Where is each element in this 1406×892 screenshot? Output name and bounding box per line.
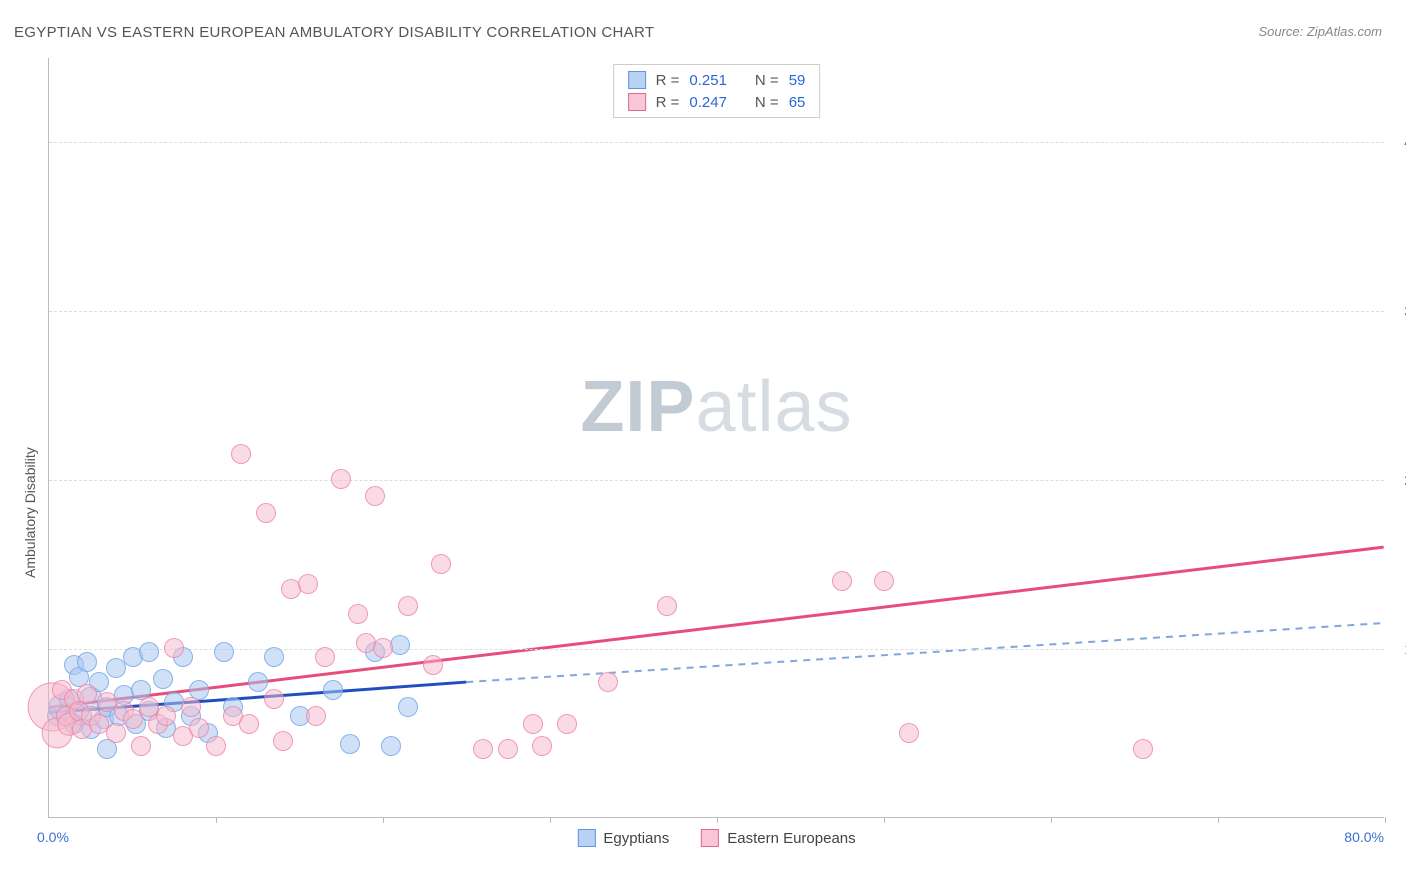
data-point-eastern_europeans — [77, 684, 97, 704]
watermark-light: atlas — [695, 367, 852, 447]
stats-legend-box: R = 0.251 N = 59 R = 0.247 N = 65 — [613, 64, 821, 118]
legend-swatch-eastern-europeans — [701, 829, 719, 847]
data-point-egyptians — [153, 669, 173, 689]
x-tick — [1218, 817, 1219, 823]
x-tick — [884, 817, 885, 823]
data-point-eastern_europeans — [657, 596, 677, 616]
legend-label-egyptians: Egyptians — [603, 830, 669, 847]
data-point-eastern_europeans — [239, 714, 259, 734]
data-point-eastern_europeans — [298, 574, 318, 594]
data-point-eastern_europeans — [106, 723, 126, 743]
legend-swatch-egyptians — [577, 829, 595, 847]
data-point-eastern_europeans — [874, 571, 894, 591]
x-tick — [1385, 817, 1386, 823]
data-point-eastern_europeans — [899, 723, 919, 743]
gridline — [49, 649, 1384, 650]
x-tick — [717, 817, 718, 823]
source-label: Source: ZipAtlas.com — [1258, 24, 1382, 39]
data-point-eastern_europeans — [181, 697, 201, 717]
chart-container: EGYPTIAN VS EASTERN EUROPEAN AMBULATORY … — [0, 0, 1406, 892]
data-point-eastern_europeans — [315, 647, 335, 667]
data-point-eastern_europeans — [348, 604, 368, 624]
data-point-eastern_europeans — [231, 444, 251, 464]
data-point-egyptians — [214, 642, 234, 662]
data-point-egyptians — [340, 734, 360, 754]
swatch-eastern-europeans — [628, 93, 646, 111]
data-point-eastern_europeans — [156, 706, 176, 726]
data-point-egyptians — [381, 736, 401, 756]
data-point-egyptians — [398, 697, 418, 717]
data-point-eastern_europeans — [498, 739, 518, 759]
stat-R-val-1: 0.247 — [689, 94, 727, 111]
data-point-eastern_europeans — [398, 596, 418, 616]
gridline — [49, 480, 1384, 481]
gridline — [49, 142, 1384, 143]
x-max-label: 80.0% — [1344, 829, 1384, 845]
data-point-eastern_europeans — [331, 469, 351, 489]
stat-N-label: N = — [755, 72, 779, 89]
data-point-eastern_europeans — [131, 736, 151, 756]
data-point-eastern_europeans — [373, 638, 393, 658]
data-point-eastern_europeans — [473, 739, 493, 759]
data-point-eastern_europeans — [164, 638, 184, 658]
y-tick-label: 20.0% — [1392, 472, 1406, 488]
plot-area: ZIPatlas R = 0.251 N = 59 R = 0.247 — [48, 58, 1384, 818]
stat-N-val-0: 59 — [789, 72, 806, 89]
x-tick — [383, 817, 384, 823]
bottom-legend: Egyptians Eastern Europeans — [577, 829, 855, 847]
gridline — [49, 311, 1384, 312]
swatch-egyptians — [628, 71, 646, 89]
legend-item-eastern-europeans: Eastern Europeans — [701, 829, 855, 847]
data-point-eastern_europeans — [532, 736, 552, 756]
x-origin-label: 0.0% — [37, 829, 69, 845]
x-tick — [1051, 817, 1052, 823]
plot-wrap: Ambulatory Disability ZIPatlas R = 0.251… — [48, 58, 1384, 818]
stat-N-label: N = — [755, 94, 779, 111]
y-axis-label: Ambulatory Disability — [22, 447, 38, 578]
data-point-egyptians — [77, 652, 97, 672]
data-point-eastern_europeans — [365, 486, 385, 506]
y-tick-label: 40.0% — [1392, 134, 1406, 150]
data-point-eastern_europeans — [598, 672, 618, 692]
stat-R-label: R = — [656, 72, 680, 89]
data-point-eastern_europeans — [423, 655, 443, 675]
data-point-eastern_europeans — [206, 736, 226, 756]
watermark-bold: ZIP — [580, 367, 695, 447]
y-tick-label: 10.0% — [1392, 641, 1406, 657]
chart-title: EGYPTIAN VS EASTERN EUROPEAN AMBULATORY … — [14, 24, 654, 41]
data-point-egyptians — [248, 672, 268, 692]
trend-lines-svg — [49, 58, 1384, 817]
data-point-eastern_europeans — [1133, 739, 1153, 759]
stats-row-1: R = 0.247 N = 65 — [628, 93, 806, 111]
data-point-eastern_europeans — [256, 503, 276, 523]
y-tick-label: 30.0% — [1392, 303, 1406, 319]
data-point-eastern_europeans — [557, 714, 577, 734]
data-point-eastern_europeans — [523, 714, 543, 734]
data-point-eastern_europeans — [832, 571, 852, 591]
legend-item-egyptians: Egyptians — [577, 829, 669, 847]
stat-R-label: R = — [656, 94, 680, 111]
data-point-egyptians — [323, 680, 343, 700]
data-point-egyptians — [139, 642, 159, 662]
data-point-eastern_europeans — [189, 718, 209, 738]
legend-label-eastern-europeans: Eastern Europeans — [727, 830, 855, 847]
data-point-eastern_europeans — [273, 731, 293, 751]
stats-row-0: R = 0.251 N = 59 — [628, 71, 806, 89]
data-point-eastern_europeans — [431, 554, 451, 574]
watermark: ZIPatlas — [580, 366, 852, 448]
stat-N-val-1: 65 — [789, 94, 806, 111]
x-tick — [550, 817, 551, 823]
data-point-egyptians — [264, 647, 284, 667]
data-point-eastern_europeans — [264, 689, 284, 709]
stat-R-val-0: 0.251 — [689, 72, 727, 89]
x-tick — [216, 817, 217, 823]
data-point-eastern_europeans — [306, 706, 326, 726]
